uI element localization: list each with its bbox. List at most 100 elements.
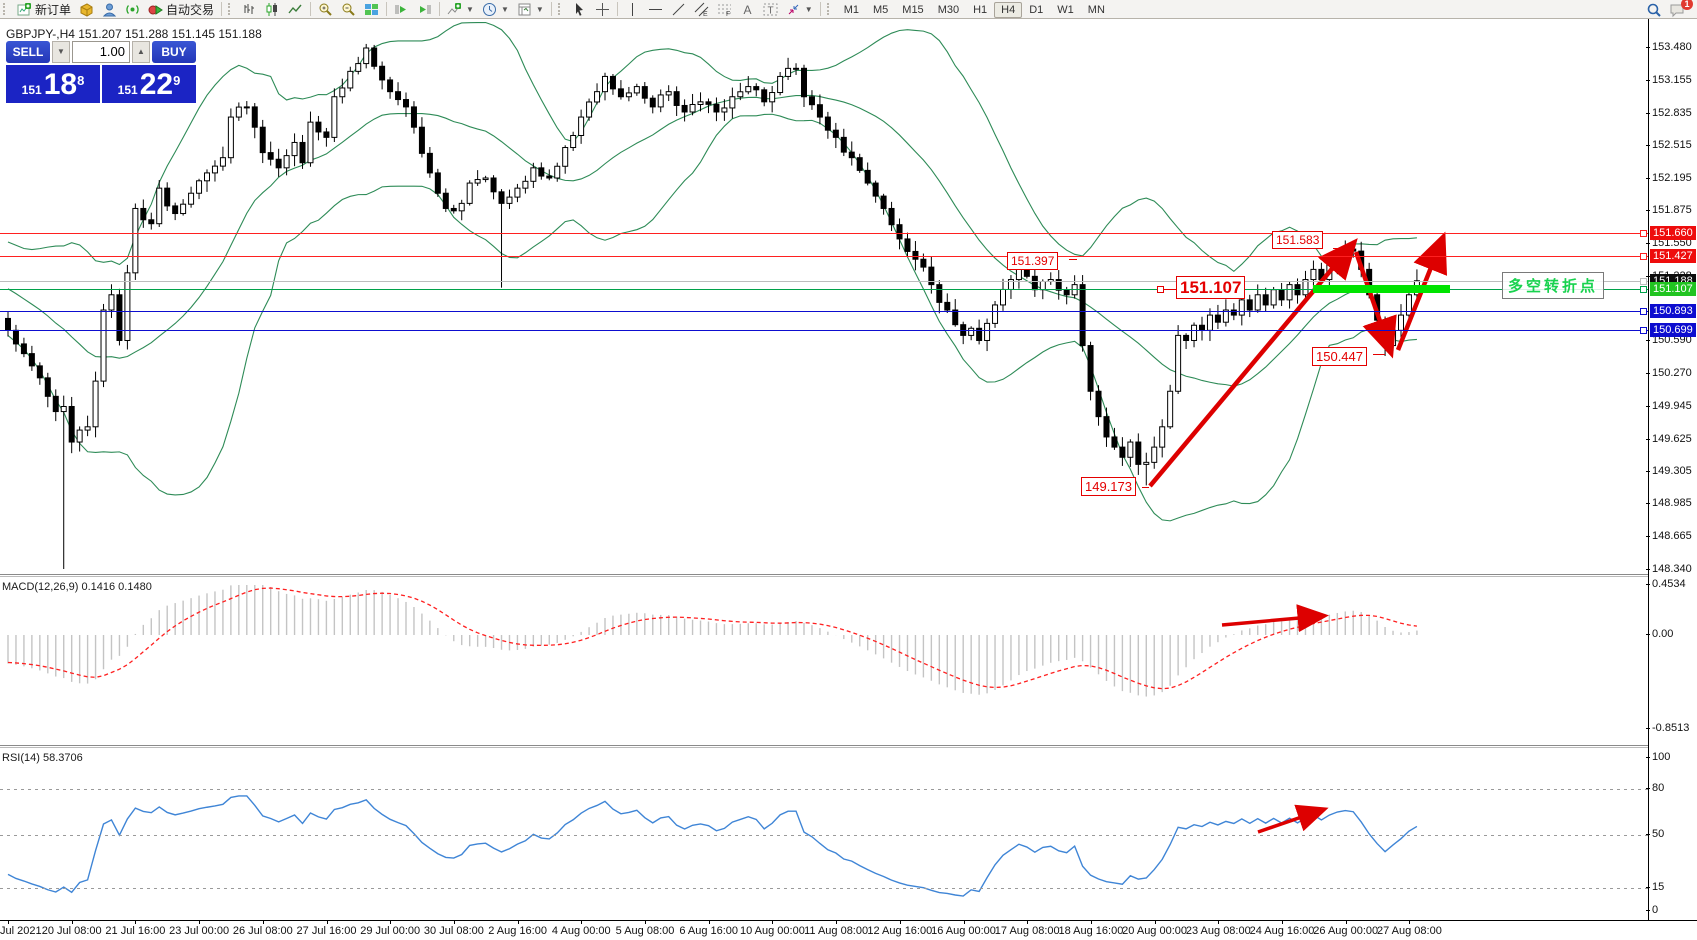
level-line-151.107[interactable] [0,288,1648,290]
time-axis-mark [135,921,137,924]
time-axis-label: 10 Aug 00:00 [739,925,805,937]
rsi-axis-tick: 50 [1645,827,1665,840]
buy-button[interactable]: BUY [152,41,196,63]
timeframe-m1[interactable]: M1 [843,4,859,16]
time-axis-label: Jul 2021 [0,925,42,937]
level-line-anchor [1640,229,1647,237]
timeframe-h4[interactable]: H4 [994,2,1023,18]
time-axis-mark [517,921,519,924]
annotation-151.583[interactable]: 151.583 [1272,231,1324,249]
candlestick-chart-icon [265,2,280,17]
price-axis-tick: 149.305 [1646,464,1692,477]
timeframe-m30[interactable]: M30 [937,4,960,16]
cursor-icon [572,2,587,17]
price-axis-tick: 151.550 [1646,237,1692,249]
turning-point-note[interactable]: 多空转折点 [1502,272,1605,299]
time-axis[interactable]: Jul 2021 20 Jul 08:00 21 Jul 16:00 23 Jul 0… [0,920,1697,940]
time-axis-label: 24 Aug 16:00 [1249,925,1315,937]
time-axis-label: 18 Aug 16:00 [1058,925,1124,937]
periods-button[interactable]: ▼ [478,1,513,18]
time-axis-label: 29 Jul 00:00 [360,925,421,937]
signals-button[interactable] [121,1,144,18]
text-label-icon: T [763,2,778,17]
rsi-level-50 [0,834,1648,836]
text-tool[interactable]: A [736,1,759,18]
sell-button[interactable]: SELL [6,41,50,63]
volume-increase-button[interactable]: ▲ [132,41,150,63]
annotation-151.397[interactable]: 151.397 [1007,252,1059,270]
candlestick-series [5,43,1420,569]
vertical-line-tool[interactable] [621,1,644,18]
rsi-axis-tick: 100 [1645,751,1671,763]
time-axis-label: 20 Aug 00:00 [1122,925,1188,937]
trend-arrow-3 [1395,231,1448,351]
time-axis-mark [899,921,901,924]
annotation-149.173[interactable]: 149.173 [1081,477,1136,496]
indicators-button[interactable]: ▼ [443,1,478,18]
bar-chart-button[interactable] [238,1,261,18]
level-line-anchor [1640,253,1647,261]
candlestick-chart-button[interactable] [261,1,284,18]
time-axis-mark [262,921,264,924]
rsi-panel[interactable]: RSI(14) 58.3706 [0,748,1648,920]
zoom-in-button[interactable] [314,1,337,18]
time-axis-label: 4 Aug 00:00 [551,925,611,937]
level-line-150.893[interactable] [0,310,1648,312]
tile-windows-icon [364,2,379,17]
price-axis-tick: 152.195 [1646,171,1692,184]
level-line-151.188[interactable] [0,280,1648,282]
templates-button[interactable]: ▼ [513,1,548,18]
price-axis-tick: 148.985 [1646,497,1692,510]
timeframe-m5[interactable]: M5 [873,4,889,16]
notifications-icon[interactable]: 1 [1669,0,1693,17]
annotation-151.107[interactable]: 151.107 [1176,276,1246,299]
autotrading-button[interactable]: 自动交易 [144,0,218,19]
profile-person-icon [102,2,117,17]
cursor-tool-button[interactable] [568,1,591,18]
svg-text:E: E [703,11,708,17]
buy-price-display[interactable]: 151 22 9 [102,65,196,103]
profile-button[interactable] [98,1,121,18]
arrows-tool[interactable]: ▼ [782,1,817,18]
annotation-150.447[interactable]: 150.447 [1312,347,1367,366]
timeframe-m15[interactable]: M15 [902,4,924,16]
zoom-out-button[interactable] [337,1,360,18]
new-order-button[interactable]: 新订单 [13,0,75,19]
level-line-150.699[interactable] [0,330,1648,332]
equidistant-channel-icon: E [694,2,709,17]
rsi-line [7,795,1418,897]
volume-input[interactable]: 1.00 [72,41,130,63]
price-axis-tick: 153.480 [1646,41,1692,53]
level-line-151.427[interactable] [0,256,1648,258]
time-axis-label: 26 Aug 00:00 [1313,925,1379,937]
vertical-line-icon [625,2,640,17]
search-icon[interactable] [1646,2,1661,17]
horizontal-line-tool[interactable] [644,1,667,18]
volume-decrease-button[interactable]: ▼ [52,41,70,63]
time-axis-mark [772,921,774,924]
channel-tool[interactable]: E [690,1,713,18]
macd-panel[interactable]: MACD(12,26,9) 0.1416 0.1480 [0,577,1648,745]
trendline-tool[interactable] [667,1,690,18]
crosshair-tool-button[interactable] [591,1,614,18]
arrows-shapes-icon [786,2,801,17]
price-chart-panel[interactable]: GBPJPY-,H4 151.207 151.288 151.145 151.1… [0,19,1648,573]
timeframe-mn[interactable]: MN [1087,4,1105,16]
timeframe-w1[interactable]: W1 [1057,4,1074,16]
fibonacci-tool[interactable]: F [713,1,736,18]
line-chart-button[interactable] [284,1,307,18]
price-axis[interactable]: 153.480 153.155 152.835 152.515 152.195 151.8… [1645,19,1697,920]
macd-axis-tick: -0.8513 [1645,722,1690,734]
chart-shift-button[interactable] [413,1,436,18]
new-order-icon [17,2,32,17]
level-line-151.660[interactable] [0,232,1648,234]
timeframe-h1[interactable]: H1 [973,4,988,16]
tile-windows-button[interactable] [360,1,383,18]
price-level-label: 150.699 [1650,323,1696,338]
text-label-tool[interactable]: T [759,1,782,18]
auto-scroll-button[interactable] [390,1,413,18]
sell-price-display[interactable]: 151 18 8 [6,65,102,103]
charts-button[interactable] [75,1,98,18]
timeframe-d1[interactable]: D1 [1029,4,1044,16]
macd-trend-arrow [1221,604,1329,633]
